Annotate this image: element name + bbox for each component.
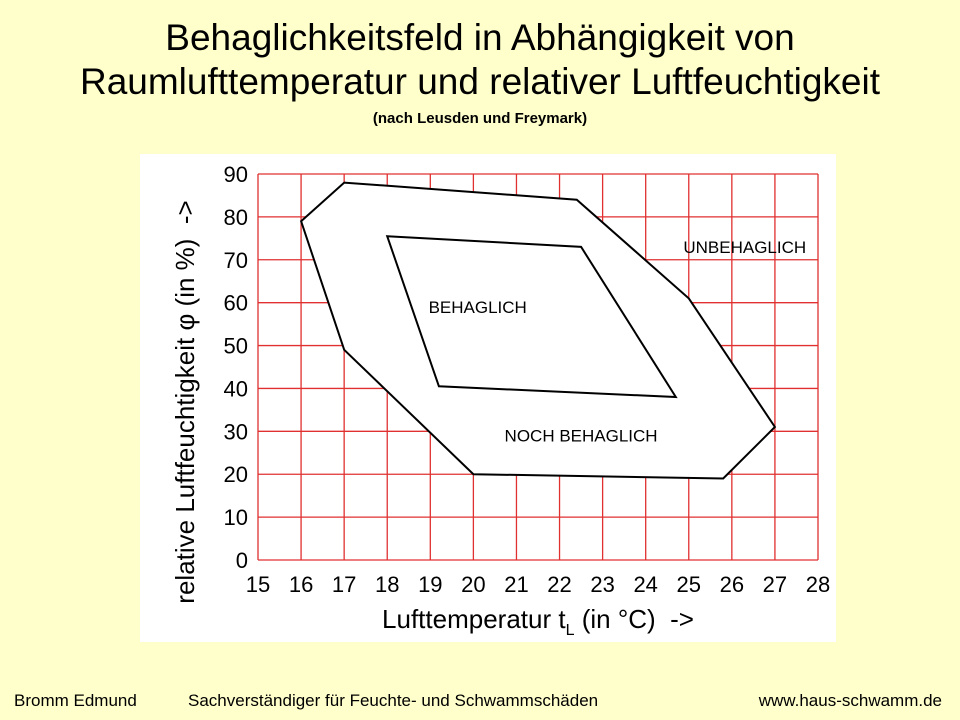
x-tick-label: 18 (375, 572, 399, 597)
x-tick-label: 26 (720, 572, 744, 597)
footer-role: Sachverständiger für Feuchte- und Schwam… (188, 691, 599, 710)
y-tick-label: 50 (224, 334, 248, 359)
y-tick-label: 30 (224, 419, 248, 444)
region-label-behaglich: BEHAGLICH (429, 298, 527, 317)
y-tick-label: 20 (224, 462, 248, 487)
region-label-noch-behaglich: NOCH BEHAGLICH (505, 427, 658, 446)
title-line-1: Behaglichkeitsfeld in Abhängigkeit von (165, 17, 795, 58)
x-tick-label: 21 (504, 572, 528, 597)
y-tick-label: 60 (224, 291, 248, 316)
x-tick-label: 25 (677, 572, 701, 597)
region-labels: NOCH BEHAGLICH BEHAGLICH UNBEHAGLICH (429, 238, 807, 446)
x-axis-label: Lufttemperatur tL (in °C) -> (382, 604, 694, 639)
y-tick-label: 90 (224, 162, 248, 187)
title-subtitle: (nach Leusden und Freymark) (372, 110, 588, 127)
y-tick-label: 40 (224, 376, 248, 401)
x-tick-label: 16 (289, 572, 313, 597)
x-tick-label: 28 (806, 572, 830, 597)
y-tick-label: 10 (224, 505, 248, 530)
x-axis-label-subscript: L (566, 622, 575, 639)
tick-labels: 15 16 17 18 19 20 21 22 23 24 25 26 27 28 0 10 20 30 40 50 6… (224, 162, 831, 597)
y-tick-label: 70 (224, 248, 248, 273)
y-tick-label: 0 (236, 548, 248, 573)
annotation-unbehaglich: UNBEHAGLICH (683, 238, 806, 257)
y-axis-label: relative Luftfeuchtigkeit φ (in %) -> (170, 200, 200, 603)
x-tick-label: 27 (763, 572, 787, 597)
comfort-chart-figure: NOCH BEHAGLICH BEHAGLICH UNBEHAGLICH 15 16 1… (140, 154, 836, 642)
comfort-regions (299, 181, 777, 480)
slide-title: Behaglichkeitsfeld in Abhängigkeit von R… (0, 16, 960, 130)
comfort-region-behaglich (385, 235, 678, 399)
footer: Bromm Edmund Sachverständiger für Feucht… (0, 688, 960, 714)
y-tick-label: 80 (224, 205, 248, 230)
x-tick-label: 20 (461, 572, 485, 597)
footer-author: Bromm Edmund (14, 691, 137, 710)
x-tick-label: 17 (332, 572, 356, 597)
x-axis-label-main: Lufttemperatur t (382, 604, 566, 634)
x-tick-label: 22 (547, 572, 571, 597)
x-tick-label: 19 (418, 572, 442, 597)
x-tick-label: 24 (633, 572, 657, 597)
x-axis-label-suffix: (in °C) -> (574, 604, 693, 634)
x-tick-label: 15 (246, 572, 270, 597)
x-tick-label: 23 (590, 572, 614, 597)
footer-website[interactable]: www.haus-schwamm.de (758, 691, 942, 710)
title-line-2: Raumlufttemperatur und relativer Luftfeu… (79, 61, 881, 102)
